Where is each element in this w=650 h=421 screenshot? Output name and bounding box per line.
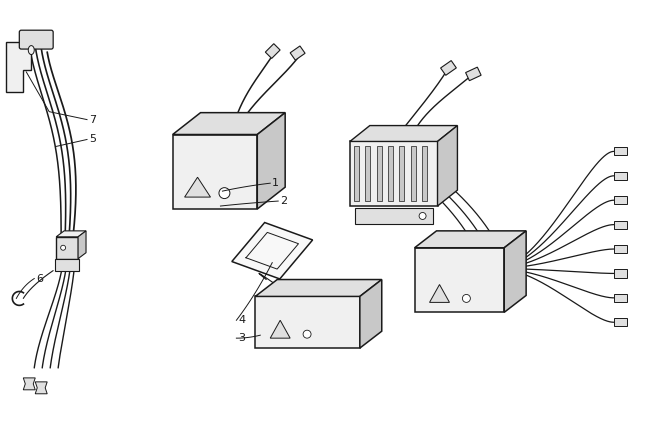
- FancyBboxPatch shape: [614, 245, 627, 253]
- Text: 6: 6: [36, 274, 44, 284]
- FancyBboxPatch shape: [350, 141, 437, 206]
- Polygon shape: [173, 113, 285, 134]
- FancyBboxPatch shape: [355, 208, 432, 224]
- Circle shape: [462, 294, 471, 302]
- Polygon shape: [290, 46, 305, 60]
- Polygon shape: [270, 320, 290, 338]
- Polygon shape: [185, 177, 211, 197]
- Polygon shape: [430, 285, 449, 302]
- Polygon shape: [257, 113, 285, 209]
- Polygon shape: [255, 280, 382, 296]
- Polygon shape: [35, 382, 47, 394]
- Polygon shape: [415, 231, 526, 248]
- FancyBboxPatch shape: [55, 258, 79, 271]
- Polygon shape: [411, 147, 416, 201]
- FancyBboxPatch shape: [614, 269, 627, 277]
- Polygon shape: [78, 231, 86, 258]
- FancyBboxPatch shape: [56, 237, 78, 258]
- Circle shape: [419, 213, 426, 219]
- Circle shape: [303, 330, 311, 338]
- Polygon shape: [23, 378, 35, 390]
- Text: 1: 1: [272, 178, 280, 188]
- Text: 3: 3: [239, 333, 245, 343]
- FancyBboxPatch shape: [20, 30, 53, 49]
- Polygon shape: [354, 147, 359, 201]
- Polygon shape: [6, 42, 31, 92]
- FancyBboxPatch shape: [173, 134, 257, 209]
- Circle shape: [219, 188, 230, 199]
- Ellipse shape: [28, 45, 34, 55]
- FancyBboxPatch shape: [614, 147, 627, 155]
- Polygon shape: [350, 125, 458, 141]
- Polygon shape: [365, 147, 370, 201]
- Polygon shape: [265, 44, 280, 59]
- Polygon shape: [399, 147, 404, 201]
- Polygon shape: [504, 231, 526, 312]
- Circle shape: [60, 245, 66, 250]
- FancyBboxPatch shape: [614, 221, 627, 229]
- Polygon shape: [360, 280, 382, 348]
- FancyBboxPatch shape: [614, 294, 627, 302]
- Polygon shape: [422, 147, 427, 201]
- Text: 7: 7: [89, 115, 96, 125]
- Polygon shape: [437, 125, 458, 206]
- Polygon shape: [465, 67, 481, 81]
- Text: 2: 2: [280, 196, 287, 206]
- FancyBboxPatch shape: [614, 318, 627, 326]
- FancyBboxPatch shape: [255, 296, 360, 348]
- Polygon shape: [388, 147, 393, 201]
- Polygon shape: [441, 61, 456, 75]
- FancyBboxPatch shape: [415, 248, 504, 312]
- Text: 4: 4: [239, 315, 246, 325]
- Polygon shape: [232, 223, 313, 279]
- FancyBboxPatch shape: [614, 196, 627, 204]
- Polygon shape: [376, 147, 382, 201]
- Polygon shape: [56, 231, 86, 237]
- Text: 5: 5: [89, 134, 96, 144]
- FancyBboxPatch shape: [614, 172, 627, 180]
